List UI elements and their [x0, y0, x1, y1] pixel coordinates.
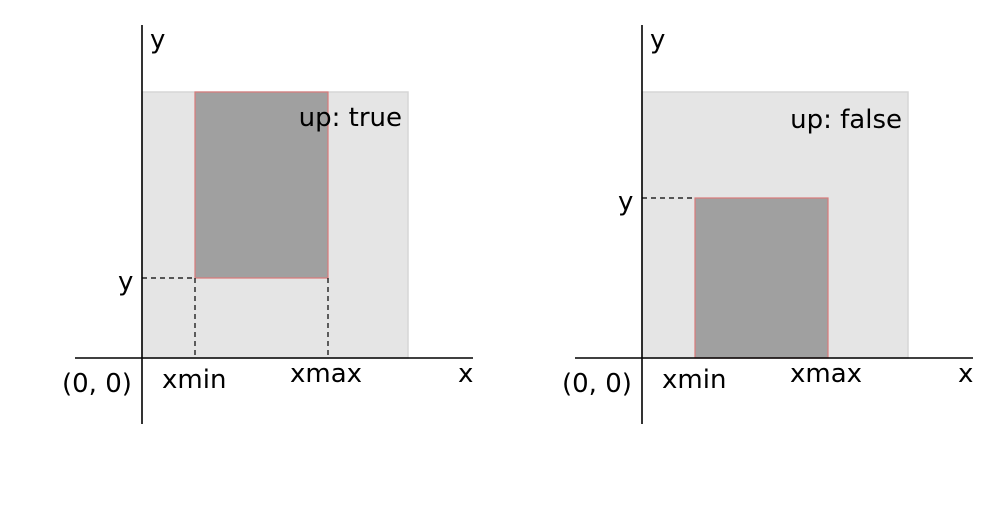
- y-marker-label: y: [118, 267, 133, 297]
- xmin-label: xmin: [662, 365, 726, 395]
- xmax-label: xmax: [290, 359, 362, 389]
- xmax-label: xmax: [790, 359, 862, 389]
- x-axis-label: x: [958, 359, 973, 389]
- y-axis-label: y: [150, 25, 165, 55]
- xmin-label: xmin: [162, 365, 226, 395]
- filled-rectangle: [194, 91, 329, 279]
- origin-label: (0, 0): [62, 369, 132, 399]
- mode-label: up: false: [790, 105, 902, 135]
- panel-up-true: y x (0, 0) xmin xmax y up: true: [62, 25, 473, 424]
- panel-up-false: y x (0, 0) xmin xmax y up: false: [562, 25, 973, 424]
- filled-rectangle: [694, 197, 829, 359]
- y-axis-label: y: [650, 25, 665, 55]
- mode-label: up: true: [299, 103, 402, 133]
- y-marker-label: y: [618, 187, 633, 217]
- origin-label: (0, 0): [562, 369, 632, 399]
- x-axis-label: x: [458, 359, 473, 389]
